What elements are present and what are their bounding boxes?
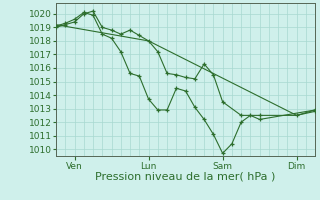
X-axis label: Pression niveau de la mer( hPa ): Pression niveau de la mer( hPa ) — [95, 172, 276, 182]
